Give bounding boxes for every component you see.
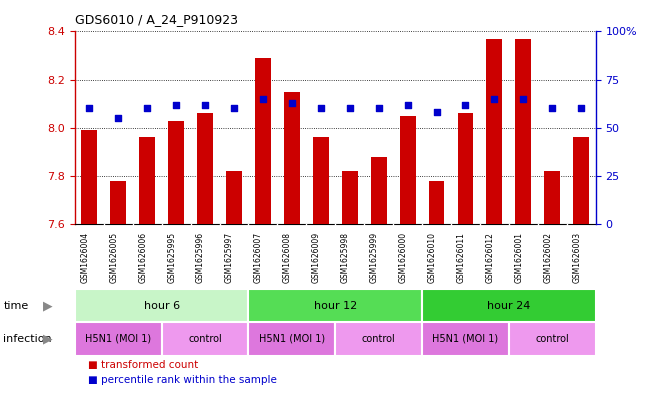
Text: GSM1626001: GSM1626001 (514, 232, 523, 283)
Text: ▶: ▶ (43, 332, 52, 345)
Point (142, 105, 152, 112)
Bar (284, 92, 300, 224)
Text: GSM1625996: GSM1625996 (196, 232, 205, 283)
Text: GSM1626004: GSM1626004 (80, 232, 89, 283)
Bar (574, 138, 589, 224)
Point (460, 101, 471, 108)
Bar (249, 322, 335, 356)
Text: control: control (362, 334, 396, 344)
Bar (335, 322, 422, 356)
Bar (342, 171, 357, 224)
Point (229, 105, 239, 112)
Bar (458, 113, 473, 224)
Bar (255, 58, 271, 224)
Bar (509, 322, 596, 356)
Text: GSM1626005: GSM1626005 (109, 232, 118, 283)
Bar (313, 138, 329, 224)
Point (402, 101, 413, 108)
Bar (197, 113, 213, 224)
Point (316, 105, 326, 112)
Text: GSM1626010: GSM1626010 (428, 232, 437, 283)
Bar (75, 289, 249, 322)
Text: H5N1 (MOI 1): H5N1 (MOI 1) (85, 334, 151, 344)
Point (489, 96, 499, 102)
Bar (422, 289, 596, 322)
Text: GSM1626003: GSM1626003 (572, 232, 581, 283)
Text: infection: infection (3, 334, 52, 344)
Point (84, 105, 94, 112)
Text: GSM1626000: GSM1626000 (398, 232, 408, 283)
Text: GSM1625995: GSM1625995 (167, 232, 176, 283)
Bar (168, 121, 184, 224)
Bar (81, 130, 97, 224)
Point (113, 115, 124, 121)
Point (200, 101, 210, 108)
Text: GDS6010 / A_24_P910923: GDS6010 / A_24_P910923 (75, 13, 238, 26)
Text: H5N1 (MOI 1): H5N1 (MOI 1) (259, 334, 325, 344)
Text: GSM1626007: GSM1626007 (254, 232, 263, 283)
Point (432, 109, 442, 116)
Text: control: control (535, 334, 569, 344)
Text: GSM1625999: GSM1625999 (370, 232, 379, 283)
Bar (544, 171, 561, 224)
Point (344, 105, 355, 112)
Point (518, 96, 529, 102)
Bar (486, 39, 503, 224)
Text: hour 24: hour 24 (487, 301, 531, 310)
Text: GSM1626009: GSM1626009 (312, 232, 321, 283)
Text: GSM1626006: GSM1626006 (138, 232, 147, 283)
Text: GSM1626002: GSM1626002 (544, 232, 552, 283)
Text: GSM1625997: GSM1625997 (225, 232, 234, 283)
Bar (370, 156, 387, 224)
Bar (226, 171, 242, 224)
Bar (75, 322, 161, 356)
Bar (110, 181, 126, 224)
Bar (516, 39, 531, 224)
Text: time: time (3, 301, 29, 310)
Text: ▶: ▶ (43, 299, 52, 312)
Text: ■ transformed count: ■ transformed count (88, 360, 198, 370)
Text: hour 12: hour 12 (314, 301, 357, 310)
Point (171, 101, 182, 108)
Text: GSM1626011: GSM1626011 (456, 232, 465, 283)
Point (374, 105, 384, 112)
Point (547, 105, 557, 112)
Bar (139, 138, 155, 224)
Text: control: control (188, 334, 222, 344)
Text: ■ percentile rank within the sample: ■ percentile rank within the sample (88, 375, 277, 385)
Text: GSM1625998: GSM1625998 (340, 232, 350, 283)
Bar (400, 116, 415, 224)
Bar (422, 322, 509, 356)
Point (286, 99, 297, 106)
Bar (161, 322, 249, 356)
Text: H5N1 (MOI 1): H5N1 (MOI 1) (432, 334, 499, 344)
Bar (249, 289, 422, 322)
Point (576, 105, 587, 112)
Text: GSM1626008: GSM1626008 (283, 232, 292, 283)
Point (258, 96, 268, 102)
Bar (428, 181, 445, 224)
Text: hour 6: hour 6 (144, 301, 180, 310)
Text: GSM1626012: GSM1626012 (486, 232, 494, 283)
